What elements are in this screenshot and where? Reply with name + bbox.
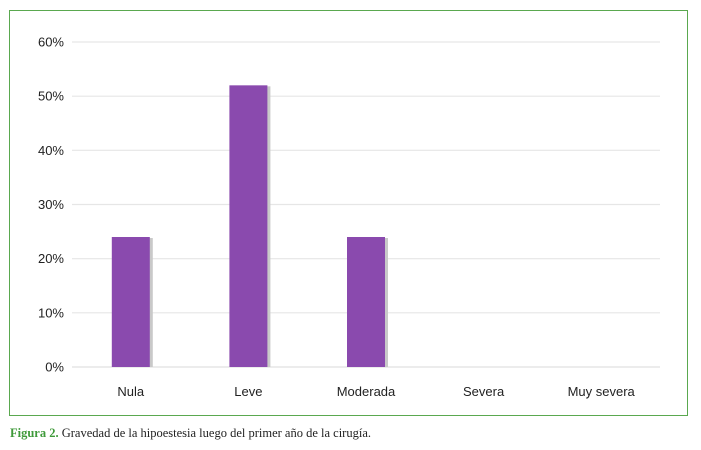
x-tick-label: Nula	[117, 384, 145, 399]
bar-moderada	[347, 237, 385, 367]
grid-lines	[72, 41, 660, 368]
caption-label: Figura 2.	[10, 426, 59, 440]
bar-leve	[229, 85, 268, 367]
x-axis-ticks: Nula Leve Moderada Severa Muy severa	[117, 384, 635, 399]
bars	[111, 85, 388, 367]
y-tick-label: 0%	[45, 360, 64, 375]
bar-chart: 0% 10% 20% 30% 40% 50% 60% Nula Leve Moderada Sev…	[38, 35, 660, 399]
caption-text: Gravedad de la hipoestesia luego del pri…	[61, 426, 371, 440]
y-axis-ticks: 0% 10% 20% 30% 40% 50% 60%	[38, 35, 64, 375]
y-tick-label: 40%	[38, 143, 64, 158]
y-tick-label: 30%	[38, 197, 64, 212]
x-tick-label: Moderada	[337, 384, 396, 399]
y-tick-label: 10%	[38, 305, 64, 320]
y-tick-label: 60%	[38, 35, 64, 50]
bar-nula	[111, 237, 150, 367]
figure-caption: Figura 2. Gravedad de la hipoestesia lue…	[10, 426, 371, 441]
x-tick-label: Severa	[463, 384, 505, 399]
x-tick-label: Leve	[234, 384, 262, 399]
y-tick-label: 20%	[38, 251, 64, 266]
y-tick-label: 50%	[38, 89, 64, 104]
x-tick-label: Muy severa	[568, 384, 636, 399]
